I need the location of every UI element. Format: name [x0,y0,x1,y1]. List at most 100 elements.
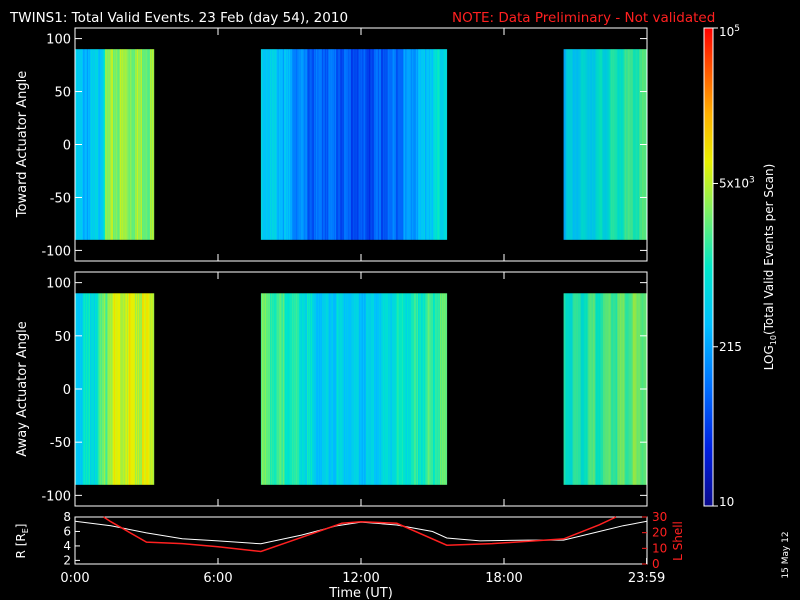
toward-heatmap-column [278,49,281,240]
toward-heatmap-column [589,49,591,240]
away-heatmap-column [415,293,418,485]
away-heatmap-column [137,293,139,485]
away-heatmap-column [140,293,142,485]
away-heatmap-column [299,293,302,485]
radius-tick-label: 4 [63,539,71,553]
toward-heatmap-column [422,49,425,240]
away-heatmap-column [382,293,385,485]
toward-heatmap-column [351,49,354,240]
away-heatmap-column [324,293,327,485]
away-heatmap-column [369,293,372,485]
toward-heatmap-column [391,49,394,240]
toward-heatmap-column [297,49,300,240]
away-heatmap-column [148,293,150,485]
toward-heatmap-column [598,49,600,240]
away-heatmap-column [377,293,380,485]
away-heatmap-column [434,293,437,485]
toward-heatmap-column [436,49,439,240]
away-heatmap-column [620,293,622,485]
toward-heatmap-column [595,49,597,240]
preliminary-note: NOTE: Data Preliminary - Not validated [452,10,715,26]
toward-heatmap-column [618,49,620,240]
toward-heatmap-column [142,49,144,240]
away-heatmap-column [97,293,99,485]
toward-heatmap-column [594,49,596,240]
toward-heatmap-column [119,49,121,240]
toward-heatmap-column [106,49,108,240]
toward-heatmap-column [577,49,579,240]
toward-heatmap-column [329,49,332,240]
date-stamp: 15 May 12 [781,531,791,578]
toward-heatmap-column [615,49,617,240]
toward-heatmap-column [111,49,113,240]
toward-heatmap-column [262,49,265,240]
away-heatmap-column [601,293,603,485]
away-heatmap-column [361,293,364,485]
toward-heatmap-column [400,49,403,240]
toward-heatmap-column [86,49,88,240]
away-heatmap-column [271,293,274,485]
toward-heatmap-column [390,49,393,240]
away-heatmap-column [404,293,407,485]
toward-heatmap-column [357,49,360,240]
toward-heatmap-column [402,49,405,240]
away-heatmap-column [355,293,358,485]
away-heatmap-column [397,293,400,485]
toward-heatmap-column [302,49,305,240]
toward-heatmap-column [369,49,372,240]
away-heatmap-column [373,293,376,485]
away-heatmap-column [120,293,122,485]
toward-heatmap-column [82,49,84,240]
toward-heatmap-column [411,49,414,240]
toward-heatmap-column [381,49,384,240]
away-y-ticks: 100 50 0 -50 -100 [41,272,648,506]
away-heatmap-column [604,293,606,485]
away-heatmap-column [86,293,88,485]
toward-heatmap-column [605,49,607,240]
toward-heatmap-column [599,49,601,240]
toward-heatmap-column [426,49,429,240]
orbit-lines [74,516,648,553]
toward-heatmap-column [435,49,438,240]
away-heatmap-column [287,293,290,485]
toward-heatmap-column [410,49,413,240]
toward-heatmap-column [84,49,86,240]
away-heatmap-column [116,293,118,485]
away-y-tick-label: -100 [41,489,71,504]
radius-tick-label: 6 [63,524,71,538]
toward-heatmap-column [585,49,587,240]
toward-heatmap-column [146,49,148,240]
toward-heatmap-column [267,49,270,240]
away-heatmap-column [396,293,399,485]
toward-heatmap-column [441,49,444,240]
away-heatmap-column [289,293,292,485]
away-heatmap-column [631,293,633,485]
away-heatmap-column [580,293,582,485]
toward-heatmap-column [613,49,615,240]
away-heatmap-column [340,293,343,485]
away-heatmap-column [398,293,401,485]
toward-heatmap-column [301,49,304,240]
away-heatmap-column [101,293,103,485]
away-heatmap-column [385,293,388,485]
toward-heatmap-column [135,49,137,240]
away-heatmap-column [632,293,634,485]
toward-heatmap-column [427,49,430,240]
away-heatmap-column [638,293,640,485]
toward-heatmap-column [392,49,395,240]
away-heatmap-column [266,293,269,485]
toward-heatmap-column [607,49,609,240]
away-heatmap-column [331,293,334,485]
away-heatmap-column [279,293,282,485]
away-heatmap-column [375,293,378,485]
away-heatmap-column [260,293,263,485]
toward-heatmap-column [335,49,338,240]
away-heatmap-column [330,293,333,485]
away-heatmap-column [576,293,578,485]
away-heatmap-column [350,293,353,485]
away-heatmap-column [274,293,277,485]
toward-heatmap-column [377,49,380,240]
toward-heatmap-column [151,49,153,240]
toward-heatmap-column [370,49,373,240]
toward-heatmap-column [578,49,580,240]
